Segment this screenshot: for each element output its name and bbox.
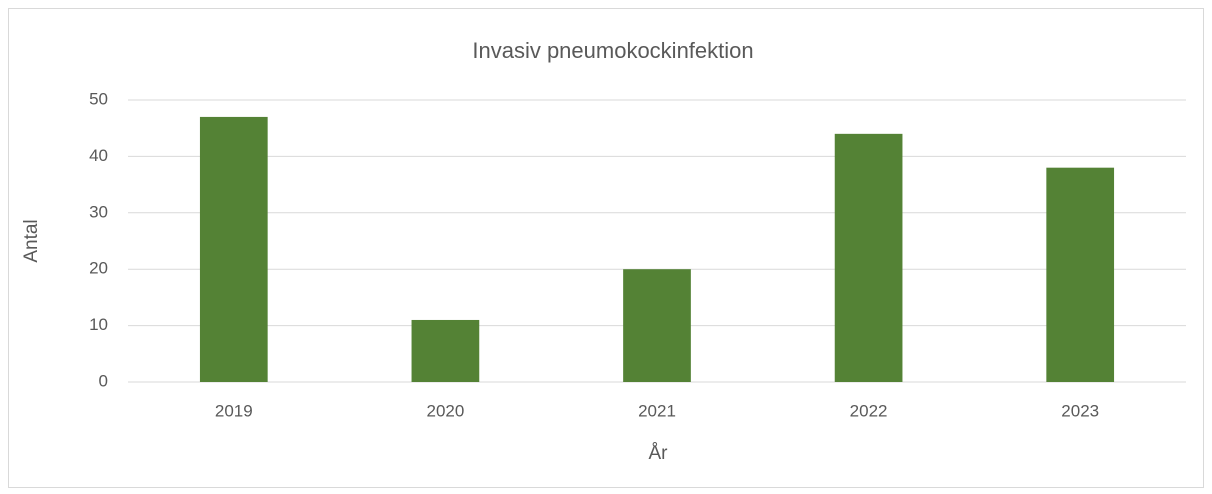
bar [1046,167,1115,382]
y-tick-label: 50 [89,89,108,108]
bar [623,269,691,382]
x-tick-label: 2020 [426,401,464,420]
y-tick-label: 0 [99,371,108,390]
y-tick-label: 30 [89,202,108,221]
x-tick-label: 2021 [638,401,676,420]
bar [199,116,268,383]
y-tick-label: 10 [89,315,108,334]
chart-title: Invasiv pneumokockinfektion [472,38,753,63]
y-tick-label: 40 [89,146,108,165]
y-tick-label: 20 [89,259,108,278]
x-axis-label: År [649,443,669,464]
bar [411,319,480,382]
x-tick-label: 2023 [1061,401,1099,420]
x-tick-label: 2022 [850,401,888,420]
chart-border [8,8,1204,488]
y-axis-label: Antal [21,219,42,262]
x-tick-label: 2019 [215,401,253,420]
bar [834,133,903,382]
